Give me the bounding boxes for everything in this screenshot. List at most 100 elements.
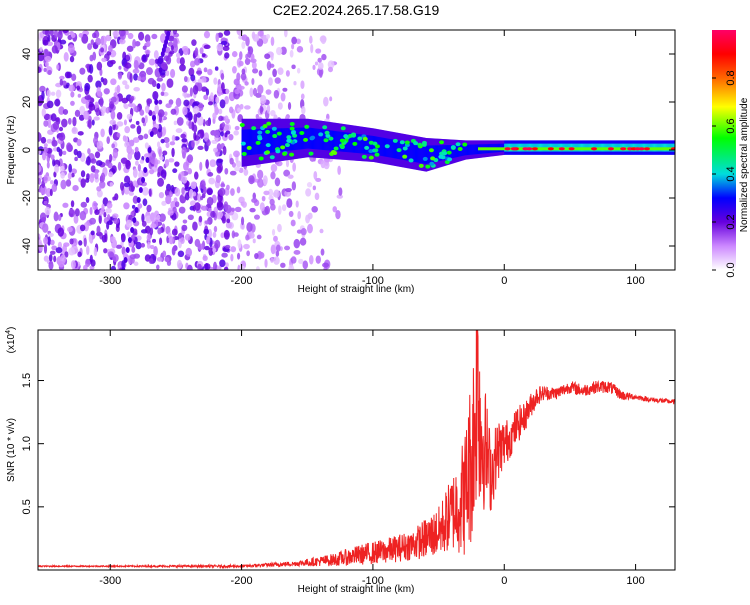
- noise-speckle: [291, 36, 297, 45]
- signal-blob: [258, 156, 264, 161]
- spectrogram-x-label: Height of straight line (km): [298, 284, 415, 295]
- noise-speckle: [315, 177, 322, 182]
- noise-speckle: [174, 187, 181, 197]
- noise-speckle: [223, 266, 229, 270]
- noise-speckle: [233, 150, 240, 158]
- signal-blob: [308, 151, 314, 156]
- noise-speckle: [240, 216, 245, 226]
- band-core: [417, 144, 419, 163]
- signal-blob: [455, 142, 461, 147]
- noise-speckle: [92, 136, 99, 145]
- noise-speckle: [89, 254, 93, 264]
- noise-speckle: [125, 54, 130, 60]
- noise-speckle: [70, 168, 77, 175]
- signal-blob: [284, 143, 290, 148]
- noise-speckle: [89, 217, 97, 225]
- noise-speckle: [247, 50, 252, 59]
- noise-speckle: [273, 256, 280, 265]
- noise-speckle: [129, 254, 137, 260]
- band-core: [328, 130, 331, 151]
- noise-speckle: [224, 52, 230, 59]
- noise-speckle: [133, 59, 139, 70]
- noise-speckle: [240, 72, 247, 81]
- noise-speckle: [307, 212, 313, 220]
- noise-speckle: [132, 231, 138, 236]
- band-core: [421, 144, 423, 164]
- noise-speckle: [144, 142, 149, 149]
- noise-speckle: [99, 97, 104, 108]
- band-core: [409, 142, 412, 162]
- noise-speckle: [234, 206, 242, 213]
- noise-speckle: [166, 78, 174, 89]
- band-core: [429, 145, 432, 164]
- band-core: [273, 128, 275, 153]
- snr-background: [38, 330, 675, 570]
- noise-speckle: [188, 67, 195, 77]
- signal-blob: [324, 130, 330, 135]
- noise-speckle: [95, 107, 101, 117]
- band-core: [253, 129, 255, 155]
- noise-speckle: [182, 219, 188, 224]
- noise-speckle: [162, 150, 168, 156]
- noise-speckle: [74, 208, 80, 217]
- noise-speckle: [219, 259, 226, 268]
- noise-speckle: [135, 120, 140, 125]
- noise-speckle: [306, 182, 313, 188]
- noise-speckle: [159, 237, 163, 246]
- signal-blob: [430, 156, 436, 161]
- noise-speckle: [290, 219, 296, 227]
- noise-speckle: [38, 177, 41, 185]
- noise-speckle: [285, 70, 290, 77]
- noise-speckle: [299, 237, 307, 246]
- noise-speckle: [127, 152, 133, 160]
- noise-speckle: [94, 171, 99, 180]
- noise-speckle: [246, 250, 250, 257]
- band-core: [302, 127, 305, 150]
- colorbar-tick-label: 0.0: [725, 262, 737, 277]
- noise-speckle: [259, 105, 264, 115]
- noise-speckle: [224, 244, 231, 249]
- noise-speckle: [109, 153, 113, 163]
- noise-speckle: [49, 188, 53, 197]
- band-core: [433, 145, 436, 163]
- noise-speckle: [67, 44, 75, 54]
- noise-speckle: [190, 181, 197, 190]
- noise-speckle: [146, 233, 151, 242]
- noise-speckle: [206, 139, 211, 147]
- noise-speckle: [137, 203, 143, 209]
- noise-speckle: [322, 262, 330, 268]
- snr-multiplier-exp: 4: [5, 330, 12, 334]
- noise-speckle: [193, 101, 200, 106]
- noise-speckle: [181, 175, 188, 184]
- peak-cell: [526, 147, 533, 151]
- noise-speckle: [146, 241, 151, 249]
- band-core: [402, 141, 404, 160]
- noise-speckle: [79, 67, 86, 75]
- noise-speckle: [115, 244, 123, 249]
- noise-speckle: [154, 104, 159, 114]
- noise-speckle: [256, 266, 260, 270]
- noise-speckle: [210, 210, 216, 218]
- noise-speckle: [127, 32, 134, 40]
- noise-speckle: [156, 77, 164, 82]
- noise-speckle: [290, 256, 297, 264]
- noise-speckle: [198, 215, 203, 223]
- noise-speckle: [298, 258, 304, 264]
- band-core: [424, 145, 427, 164]
- noise-speckle: [48, 232, 54, 237]
- noise-speckle: [214, 239, 221, 249]
- noise-speckle: [313, 171, 318, 180]
- noise-speckle: [164, 256, 170, 262]
- band-core: [360, 134, 362, 154]
- noise-speckle: [213, 77, 218, 85]
- noise-speckle: [257, 30, 264, 37]
- noise-speckle: [109, 182, 114, 187]
- noise-speckle: [65, 179, 72, 187]
- band-core: [370, 135, 373, 155]
- noise-speckle: [264, 258, 268, 268]
- noise-speckle: [96, 186, 102, 192]
- band-core: [450, 145, 453, 159]
- noise-speckle: [149, 168, 155, 175]
- band-core: [438, 145, 440, 162]
- noise-speckle: [291, 64, 296, 70]
